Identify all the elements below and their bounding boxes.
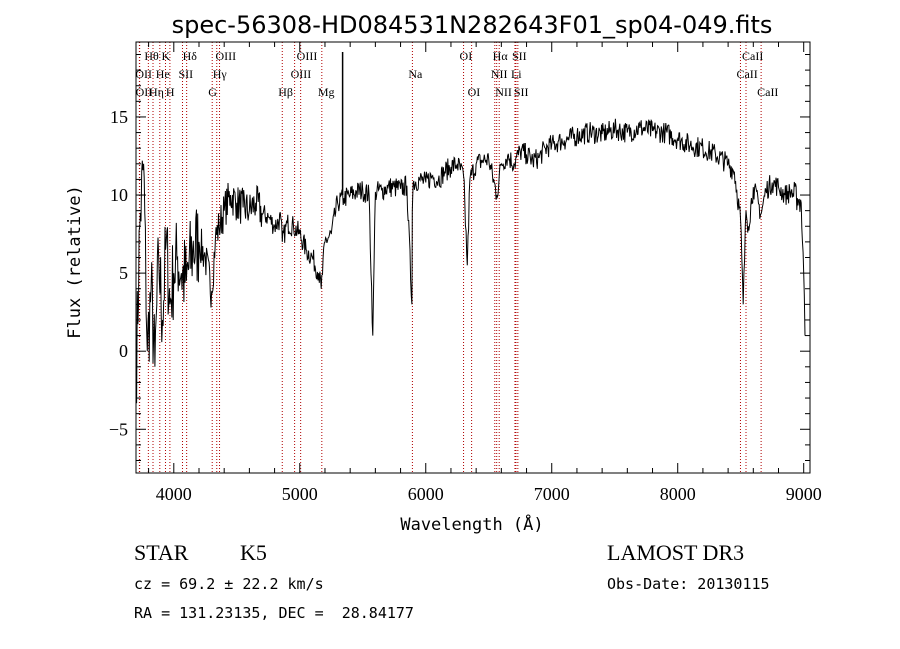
- object-class: STAR: [134, 540, 189, 565]
- line-label-11: G: [208, 85, 217, 99]
- chart-title: spec-56308-HD084531N282643F01_sp04-049.f…: [172, 11, 773, 39]
- line-label-6: Hδ: [183, 49, 198, 63]
- x-tick-label-1: 5000: [282, 484, 318, 504]
- object-subclass: K5: [240, 540, 267, 565]
- line-label-24: SII: [514, 85, 529, 99]
- line-label-18: OI: [468, 85, 481, 99]
- observation-date: Obs-Date: 20130115: [607, 575, 770, 593]
- line-label-15: Mg: [318, 85, 335, 99]
- line-label-14: OIII: [291, 67, 312, 81]
- line-label-26: CaII: [736, 67, 757, 81]
- y-tick-label-0: −5: [109, 419, 128, 439]
- line-label-8: H: [166, 85, 175, 99]
- x-axis-label: Wavelength (Å): [400, 513, 543, 535]
- line-label-16: Na: [408, 67, 423, 81]
- x-tick-label-3: 7000: [534, 484, 570, 504]
- x-tick-label-4: 8000: [660, 484, 696, 504]
- line-label-2: OII: [136, 85, 153, 99]
- line-label-19: Hα: [493, 49, 509, 63]
- line-label-5: Hη: [149, 85, 164, 99]
- y-tick-label-2: 5: [119, 263, 128, 283]
- sky-coordinates: RA = 131.23135, DEC = 28.84177: [134, 604, 414, 622]
- y-tick-label-1: 0: [119, 341, 128, 361]
- line-label-7: SII: [178, 67, 193, 81]
- line-label-25: CaII: [742, 49, 763, 63]
- line-label-21: NII: [491, 67, 508, 81]
- line-label-4: He: [156, 67, 170, 81]
- line-label-22: Li: [511, 67, 522, 81]
- line-label-13: OIII: [297, 49, 318, 63]
- x-tick-label-5: 9000: [786, 484, 822, 504]
- spectral-line-markers: [138, 42, 762, 473]
- flux-series-line: [135, 118, 806, 404]
- line-label-20: SII: [512, 49, 527, 63]
- x-axis: 4000 5000 6000 7000 8000 9000: [148, 42, 822, 504]
- y-axis: −5 0 5 10 15: [109, 53, 810, 462]
- y-axis-label: Flux (relative): [65, 185, 85, 339]
- x-tick-label-2: 6000: [408, 484, 444, 504]
- line-label-3: K: [161, 49, 170, 63]
- line-label-27: CaII: [757, 85, 778, 99]
- x-tick-label-0: 4000: [156, 484, 192, 504]
- line-label-12: Hβ: [278, 85, 293, 99]
- line-label-17: OI: [460, 49, 473, 63]
- survey-name: LAMOST DR3: [607, 540, 745, 565]
- line-label-0: Hθ: [144, 49, 159, 63]
- line-label-1: OII: [135, 67, 152, 81]
- y-tick-label-4: 15: [110, 107, 128, 127]
- redshift-velocity: cz = 69.2 ± 22.2 km/s: [134, 575, 324, 593]
- plot-frame: [135, 41, 811, 474]
- y-tick-label-3: 10: [110, 185, 128, 205]
- line-label-10: Hγ: [213, 67, 228, 81]
- line-label-9: OIII: [216, 49, 237, 63]
- line-label-23: NII: [495, 85, 512, 99]
